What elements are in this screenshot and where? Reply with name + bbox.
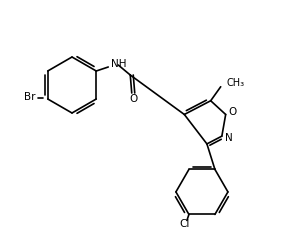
Text: N: N [225,133,233,143]
Text: O: O [229,108,237,117]
Text: CH₃: CH₃ [227,78,245,88]
Text: O: O [129,94,137,104]
Text: Br: Br [24,92,35,102]
Text: NH: NH [111,59,127,69]
Text: Cl: Cl [180,219,190,229]
